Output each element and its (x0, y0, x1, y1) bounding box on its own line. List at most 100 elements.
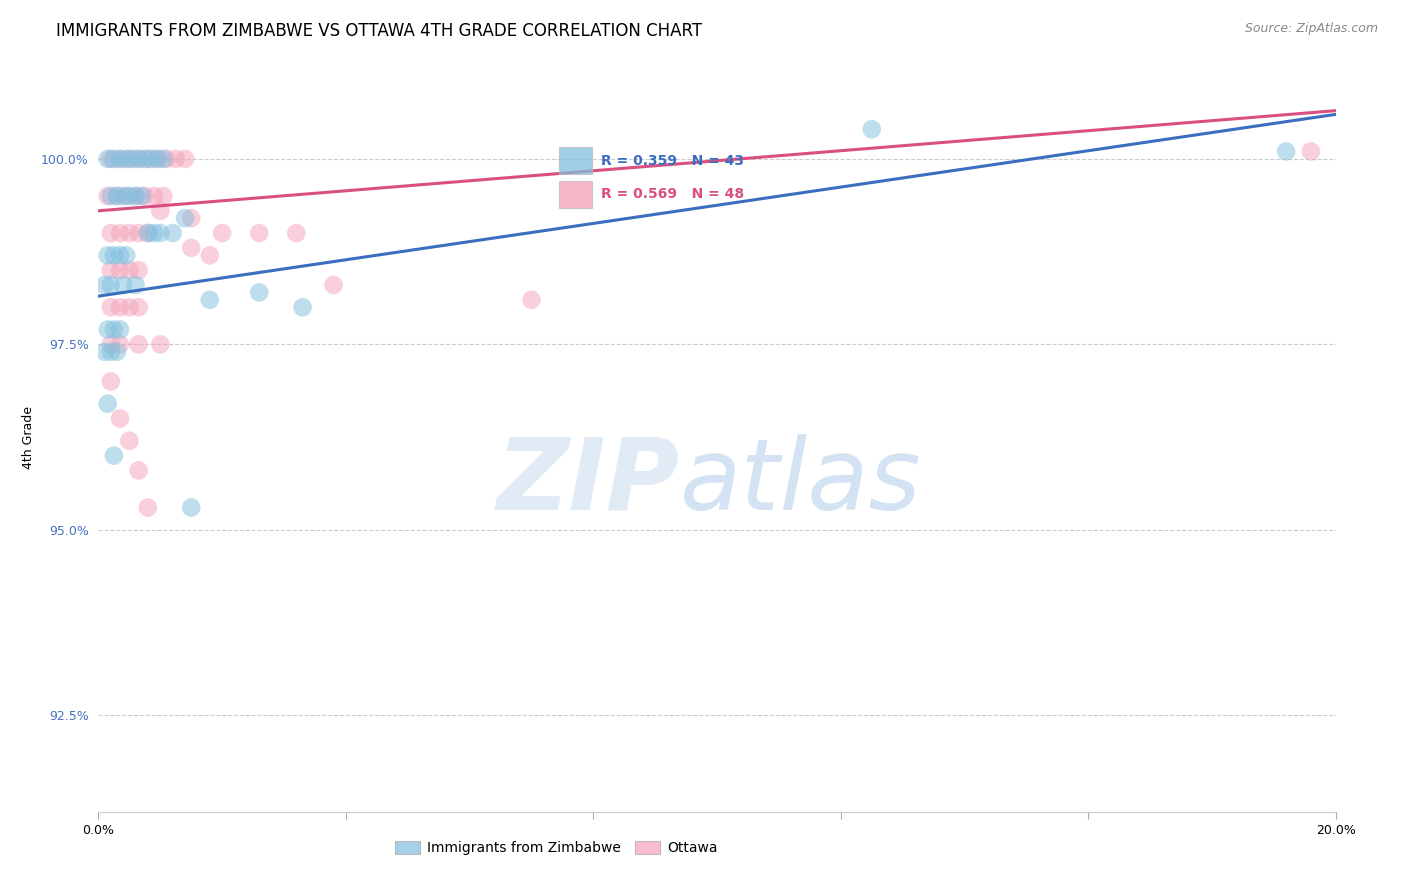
Point (118, 263, 141, 277)
Point (291, 300, 314, 314)
Point (115, 189, 138, 203)
Point (103, 322, 125, 336)
Text: Source: ZipAtlas.com: Source: ZipAtlas.com (1244, 22, 1378, 36)
Point (97, 248, 120, 262)
Text: R = 0.569   N = 48: R = 0.569 N = 48 (600, 187, 744, 201)
Point (128, 337, 150, 351)
Point (108, 337, 131, 351)
Point (121, 152, 143, 166)
Point (103, 449, 125, 463)
Point (146, 152, 169, 166)
Point (103, 152, 125, 166)
Point (1299, 145, 1322, 159)
Point (155, 152, 177, 166)
Point (118, 189, 141, 203)
Point (149, 226, 172, 240)
Point (108, 152, 131, 166)
Point (143, 226, 166, 240)
Y-axis label: 4th Grade: 4th Grade (22, 406, 35, 468)
Point (174, 152, 197, 166)
Point (103, 248, 125, 262)
FancyBboxPatch shape (558, 147, 592, 174)
Point (100, 278, 122, 293)
Point (105, 189, 128, 203)
Point (131, 189, 153, 203)
Point (108, 248, 131, 262)
Point (105, 189, 128, 203)
Point (146, 152, 169, 166)
Point (100, 226, 122, 240)
Point (97, 189, 120, 203)
Point (174, 211, 197, 226)
Point (100, 263, 122, 277)
Text: R = 0.359   N = 43: R = 0.359 N = 43 (600, 153, 744, 168)
Point (198, 293, 221, 307)
Point (136, 226, 159, 240)
Point (180, 211, 202, 226)
Point (152, 189, 174, 203)
Text: atlas: atlas (681, 434, 921, 531)
Point (118, 434, 141, 448)
Point (100, 300, 122, 314)
Point (118, 152, 141, 166)
Point (165, 152, 187, 166)
Point (198, 248, 221, 262)
Point (285, 226, 308, 240)
Point (149, 203, 172, 218)
Point (124, 278, 146, 293)
Point (128, 152, 150, 166)
Point (124, 189, 146, 203)
Point (128, 300, 150, 314)
Point (100, 337, 122, 351)
Point (124, 189, 146, 203)
Point (1275, 145, 1298, 159)
Point (100, 189, 122, 203)
Point (118, 300, 141, 314)
Point (108, 226, 131, 240)
Point (115, 248, 138, 262)
Point (128, 226, 150, 240)
Point (115, 152, 138, 166)
Point (152, 152, 174, 166)
Point (100, 344, 122, 359)
Point (97, 322, 120, 336)
Point (93, 344, 115, 359)
Point (100, 375, 122, 389)
Point (134, 189, 156, 203)
Point (112, 278, 135, 293)
Text: ZIP: ZIP (496, 434, 681, 531)
Point (97, 152, 120, 166)
Point (128, 263, 150, 277)
Point (247, 285, 270, 300)
Point (112, 189, 135, 203)
Point (108, 300, 131, 314)
Legend: Immigrants from Zimbabwe, Ottawa: Immigrants from Zimbabwe, Ottawa (389, 836, 723, 861)
Point (97, 397, 120, 411)
Point (136, 500, 159, 515)
Point (520, 293, 543, 307)
Point (128, 152, 150, 166)
Point (93, 278, 115, 293)
Point (105, 344, 128, 359)
Point (211, 226, 233, 240)
Point (128, 463, 150, 477)
Point (162, 226, 184, 240)
Point (180, 241, 202, 255)
Point (322, 278, 344, 293)
Point (247, 226, 270, 240)
Point (134, 152, 156, 166)
Point (108, 411, 131, 425)
Point (108, 263, 131, 277)
Point (139, 152, 162, 166)
FancyBboxPatch shape (558, 181, 592, 208)
Point (136, 152, 159, 166)
Point (108, 322, 131, 336)
Point (860, 122, 883, 136)
Point (149, 337, 172, 351)
Point (118, 226, 141, 240)
Point (136, 226, 159, 240)
Point (143, 189, 166, 203)
Text: IMMIGRANTS FROM ZIMBABWE VS OTTAWA 4TH GRADE CORRELATION CHART: IMMIGRANTS FROM ZIMBABWE VS OTTAWA 4TH G… (56, 22, 703, 40)
Point (180, 500, 202, 515)
Point (100, 152, 122, 166)
